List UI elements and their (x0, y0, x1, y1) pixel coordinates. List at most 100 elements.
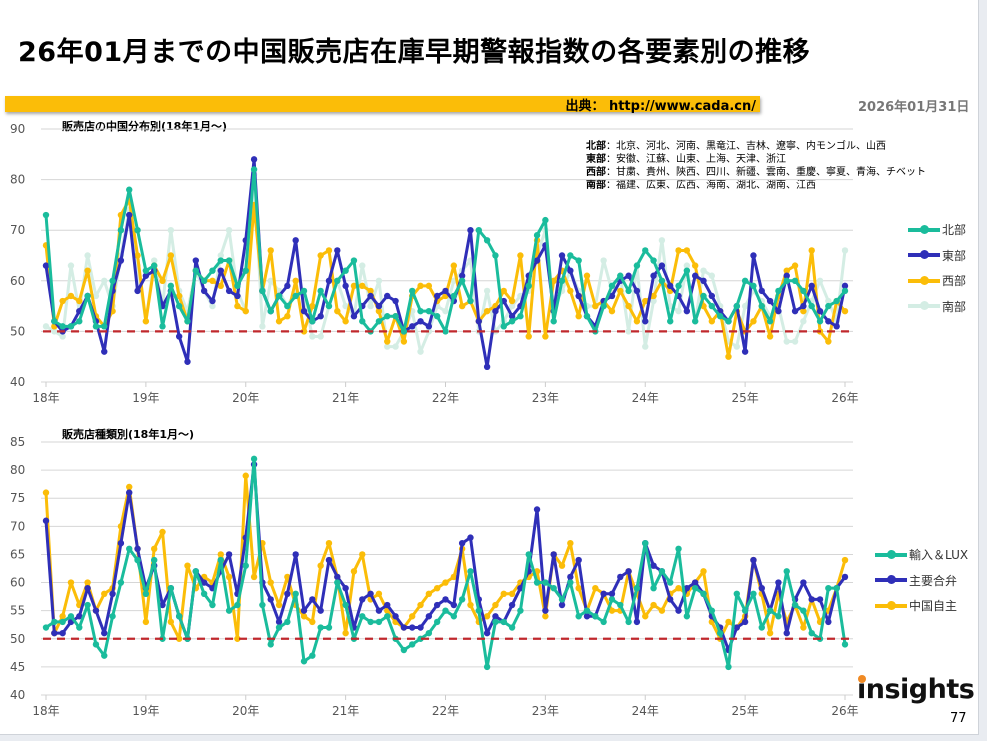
data-point (775, 613, 782, 620)
data-point (633, 287, 641, 295)
logo-dot (858, 675, 866, 683)
data-point (667, 596, 674, 603)
data-point (816, 596, 824, 603)
data-point (342, 601, 349, 609)
data-point (492, 618, 499, 626)
data-point (350, 257, 358, 264)
data-point (625, 328, 632, 335)
data-point (542, 579, 549, 586)
data-point (567, 540, 574, 547)
data-point (109, 613, 116, 620)
data-point (575, 257, 582, 264)
data-point (567, 579, 574, 586)
data-point (800, 307, 807, 315)
data-point (217, 252, 224, 259)
data-point (841, 556, 849, 564)
data-point (42, 323, 50, 330)
data-point (92, 323, 100, 330)
data-point (59, 297, 66, 305)
data-point (101, 277, 108, 284)
data-point (442, 579, 449, 586)
data-point (825, 618, 832, 626)
data-point (542, 333, 549, 340)
data-point (492, 252, 499, 259)
data-point (225, 573, 233, 581)
x-tick-label: 19年 (132, 704, 159, 718)
data-point (59, 629, 66, 637)
data-point (575, 313, 582, 320)
y-tick-label: 50 (10, 324, 25, 338)
data-point (483, 663, 491, 671)
data-point (483, 287, 491, 295)
data-point (175, 613, 183, 620)
legend-item[interactable]: 中国自主 (875, 593, 968, 619)
data-point (542, 216, 549, 224)
data-point (741, 348, 749, 355)
data-point (583, 313, 591, 320)
data-point (575, 556, 582, 564)
data-point (600, 618, 607, 626)
data-point (741, 302, 749, 310)
source-link[interactable]: 出典： http://www.cada.cn/ (565, 99, 756, 114)
data-point (833, 323, 840, 330)
x-tick-label: 21年 (332, 704, 359, 718)
data-point (317, 287, 324, 295)
data-point (425, 323, 433, 330)
data-point (600, 257, 607, 264)
data-point (342, 318, 349, 325)
data-point (234, 635, 241, 642)
data-point (92, 641, 100, 648)
data-point (500, 323, 507, 330)
data-point (608, 292, 616, 300)
data-point (267, 307, 274, 315)
data-point (791, 601, 799, 609)
data-point (458, 272, 466, 279)
data-point (508, 318, 516, 325)
legend-item[interactable]: 主要合弁 (875, 568, 968, 594)
data-point (658, 277, 666, 284)
data-point (675, 607, 682, 614)
data-point (708, 292, 716, 300)
legend-swatch (875, 549, 907, 559)
legend-item[interactable]: 輸入＆LUX (875, 542, 968, 568)
y-tick-label: 80 (10, 173, 25, 187)
x-tick-label: 18年 (32, 391, 59, 405)
data-point (384, 292, 391, 300)
data-point (775, 307, 782, 315)
region-notes: 北部：北京、河北、河南、黒竜江、吉林、遼寧、内モンゴル、山西 東部：安徽、江蘇、… (586, 140, 926, 192)
data-point (450, 262, 458, 269)
chart2-legend: 輸入＆LUX 主要合弁 中国自主 (875, 542, 968, 619)
data-point (442, 607, 449, 614)
legend-item[interactable]: 北部 (908, 217, 966, 243)
region-note-south: 南部：福建、広東、広西、海南、湖北、湖南、江西 (586, 180, 816, 191)
data-point (400, 624, 408, 631)
legend-item[interactable]: 東部 (908, 243, 966, 269)
data-point (375, 607, 383, 614)
data-point (758, 302, 765, 310)
data-point (184, 318, 191, 325)
data-point (675, 247, 682, 254)
data-point (42, 262, 50, 269)
data-point (650, 272, 657, 279)
data-point (175, 292, 183, 300)
data-point (59, 618, 66, 626)
data-point (192, 267, 200, 274)
data-point (275, 624, 283, 631)
legend-swatch (875, 575, 907, 585)
data-point (608, 282, 616, 290)
data-point (791, 307, 799, 315)
data-point (433, 313, 441, 320)
data-point (825, 297, 832, 305)
data-point (250, 573, 258, 581)
data-point (267, 277, 274, 284)
data-point (791, 338, 799, 345)
data-point (658, 262, 666, 269)
data-point (51, 328, 58, 335)
data-point (384, 343, 391, 350)
legend-item[interactable]: 西部 (908, 268, 966, 294)
data-point (242, 562, 249, 569)
legend-item[interactable]: 南部 (908, 294, 966, 320)
data-point (126, 211, 133, 219)
